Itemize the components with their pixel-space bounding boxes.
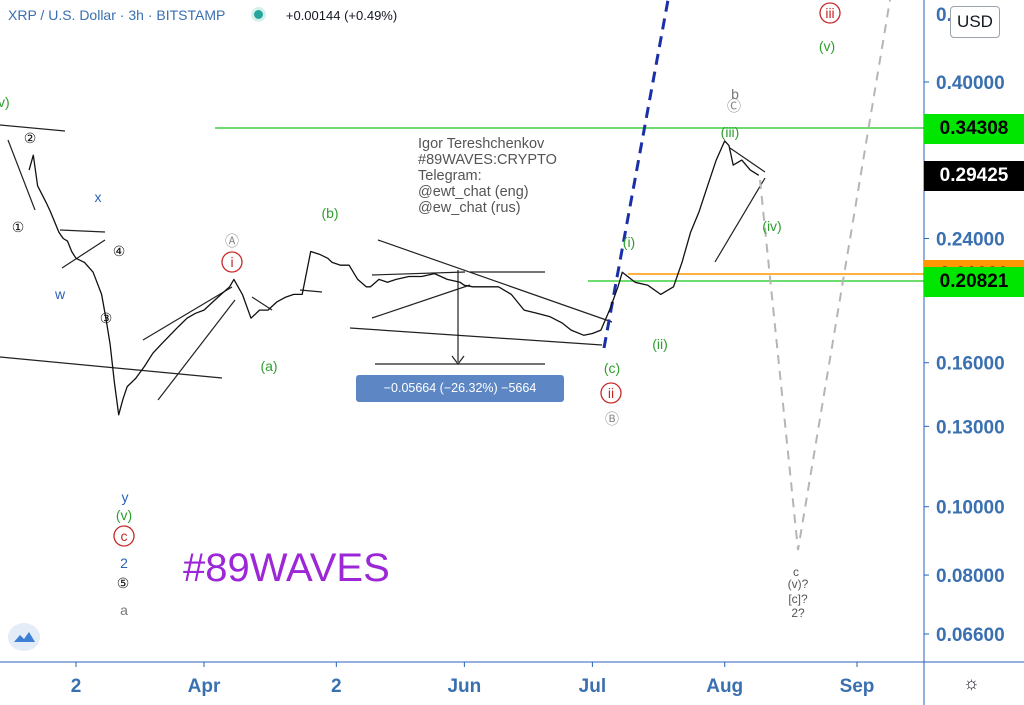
wave-label: a bbox=[120, 602, 128, 618]
measure-arrow-icon bbox=[451, 355, 465, 365]
trendline bbox=[377, 239, 613, 323]
wave-label: (v) bbox=[819, 38, 835, 54]
wave-label: (v) bbox=[116, 507, 132, 523]
x-tick-label: 2 bbox=[71, 676, 82, 697]
wave-label: w bbox=[54, 286, 66, 302]
trendline bbox=[0, 356, 223, 379]
wave-label: ③ bbox=[100, 310, 113, 326]
y-tick-label: 0. bbox=[936, 5, 952, 26]
trendline bbox=[59, 229, 106, 233]
trendline bbox=[142, 286, 233, 341]
y-tick-label: 0.06600 bbox=[936, 625, 1005, 646]
y-tick-label: 0.13000 bbox=[936, 417, 1005, 438]
wave-label: (iv) bbox=[762, 218, 781, 234]
trendline bbox=[349, 327, 603, 346]
trendline bbox=[157, 299, 236, 401]
y-tick-label: 0.10000 bbox=[936, 498, 1005, 519]
trendline bbox=[371, 271, 466, 276]
wave-label: (v)? bbox=[788, 577, 809, 591]
price-line bbox=[28, 140, 760, 416]
trendline bbox=[371, 284, 471, 319]
wave-label: i bbox=[230, 254, 233, 270]
price-tag-support: 0.20821 bbox=[924, 267, 1024, 298]
trendline bbox=[61, 239, 106, 269]
wave-label: c bbox=[121, 528, 128, 544]
wave-label: Ⓐ bbox=[225, 233, 239, 249]
author-note: Igor Tereshchenkov #89WAVES:CRYPTO Teleg… bbox=[418, 136, 557, 216]
tradingview-logo-icon[interactable] bbox=[8, 623, 40, 651]
symbol-name: XRP / U.S. Dollar bbox=[8, 7, 116, 23]
projection-blue-dashed bbox=[602, 0, 670, 349]
wave-label: 2? bbox=[791, 606, 805, 620]
exchange-label: BITSTAMP bbox=[156, 7, 226, 23]
wave-label: 2 bbox=[120, 555, 128, 571]
projection-grey-dashed bbox=[759, 0, 891, 551]
trendline bbox=[0, 124, 66, 132]
y-tick-label: 0.24000 bbox=[936, 229, 1005, 250]
wave-label: ② bbox=[24, 130, 37, 146]
price-tag-resistance: 0.34308 bbox=[924, 114, 1024, 145]
y-tick-label: 0.08000 bbox=[936, 566, 1005, 587]
symbol-header[interactable]: XRP / U.S. Dollar · 3h · BITSTAMP +0.001… bbox=[8, 7, 398, 23]
wave-label: y bbox=[122, 489, 129, 505]
measure-label[interactable]: −0.05664 (−26.32%) −5664 bbox=[356, 375, 564, 402]
wave-circle-icon bbox=[113, 525, 135, 547]
price-change: +0.00144 (+0.49%) bbox=[285, 8, 398, 23]
wave-label: x bbox=[95, 189, 102, 205]
market-status-icon bbox=[250, 7, 266, 22]
wave-label: (b) bbox=[321, 205, 338, 221]
trendline bbox=[714, 177, 766, 263]
wave-label: (iii) bbox=[721, 124, 740, 140]
wave-label: [c]? bbox=[788, 592, 808, 606]
trendline bbox=[251, 296, 273, 311]
wave-label: Ⓒ bbox=[727, 98, 741, 114]
wave-label: (c) bbox=[604, 360, 620, 376]
wave-label: (iv) bbox=[0, 94, 10, 110]
wave-circle-icon bbox=[600, 382, 622, 404]
wave-label: ① bbox=[12, 219, 25, 235]
x-tick-label: Jul bbox=[579, 676, 606, 697]
wave-label: (i) bbox=[623, 234, 635, 250]
x-tick-label: Aug bbox=[706, 676, 743, 697]
wave-label: ⑤ bbox=[117, 575, 130, 591]
wave-circle-icon bbox=[819, 2, 841, 24]
interval-label: 3h bbox=[128, 7, 144, 23]
wave-label: ii bbox=[608, 385, 614, 401]
trendline bbox=[729, 147, 766, 173]
brand-text: #89WAVES bbox=[183, 546, 390, 590]
currency-button[interactable]: USD bbox=[950, 6, 1000, 38]
wave-label: b bbox=[731, 86, 739, 102]
wave-label: c bbox=[793, 565, 799, 579]
wave-label: (a) bbox=[260, 358, 277, 374]
wave-label: Ⓑ bbox=[605, 411, 619, 427]
wave-label: (ii) bbox=[652, 336, 668, 352]
price-tag-last: 0.29425 bbox=[924, 161, 1024, 192]
wave-label: ④ bbox=[113, 243, 126, 259]
x-tick-label: Jun bbox=[447, 676, 481, 697]
y-tick-label: 0.40000 bbox=[936, 73, 1005, 94]
y-tick-label: 0.16000 bbox=[936, 354, 1005, 375]
settings-gear-icon[interactable]: ☼ bbox=[963, 673, 980, 693]
x-tick-label: Apr bbox=[188, 676, 221, 697]
wave-circle-icon bbox=[221, 251, 243, 273]
x-tick-label: 2 bbox=[331, 676, 342, 697]
x-tick-label: Sep bbox=[840, 676, 875, 697]
wave-label: iii bbox=[825, 5, 834, 21]
trendline bbox=[7, 139, 36, 211]
